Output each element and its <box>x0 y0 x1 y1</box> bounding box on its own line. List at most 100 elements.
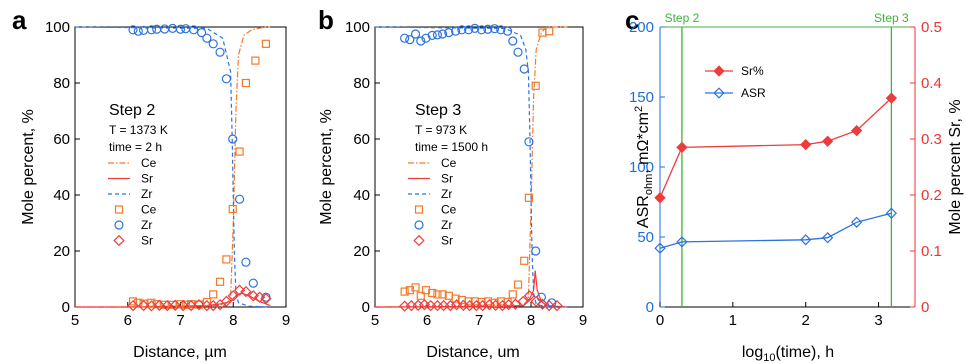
data-point-zr <box>483 24 493 34</box>
panel-c-plot-area: 0 1 2 3 0 50 100 150 200 0 0.1 0.2 0.3 0.4 0.5 Step 2 St… <box>629 11 942 329</box>
panel-c-right-axis-title: Mole percent Sr, % <box>947 99 964 234</box>
legend-label: Zr <box>441 187 452 201</box>
data-point-zr <box>503 26 513 36</box>
panel-a-letter: a <box>12 5 27 35</box>
panel-c-x-axis-title: log10(time), h <box>742 344 834 364</box>
data-point-ce <box>428 288 437 298</box>
right-tick-label: 0.3 <box>921 131 942 148</box>
panel-a-x-axis-title: Distance, µm <box>133 344 227 361</box>
data-point-ce <box>531 81 540 90</box>
panel-a-step-title: Step 2 <box>109 102 155 119</box>
panel-a-temperature: T = 1373 K <box>109 123 168 137</box>
data-point-zr <box>477 25 487 35</box>
data-point-sr <box>543 299 555 312</box>
data-point-sr <box>260 292 272 305</box>
legend-marker <box>713 87 725 99</box>
data-point-sr <box>240 285 252 298</box>
x-tick-label: 8 <box>527 312 535 329</box>
data-point-sr <box>193 299 205 311</box>
data-point-ce <box>411 283 420 292</box>
data-point-sr <box>463 299 476 312</box>
data-point-sr <box>496 299 509 312</box>
x-tick-label: 6 <box>124 312 132 329</box>
panel-c-x-axis-title-sub: 10 <box>763 352 775 364</box>
x-tick-label: 9 <box>579 312 587 329</box>
y-tick-label: 0 <box>62 299 70 316</box>
data-point-zr <box>416 36 426 46</box>
data-point-ce <box>508 290 517 299</box>
data-point-zr <box>519 64 529 74</box>
legend-marker-sr <box>113 234 125 247</box>
data-point-sr-pct <box>821 135 834 147</box>
data-point-sr <box>253 291 266 303</box>
x-tick-label: 1 <box>729 312 737 329</box>
data-point-ce <box>421 286 431 295</box>
right-tick-label: 0 <box>921 299 929 316</box>
right-tick-label: 0.2 <box>921 187 942 204</box>
panel-b-x-axis-title: Distance, um <box>426 344 519 361</box>
legend-marker-sr <box>413 234 425 247</box>
step-marker-label: Step 2 <box>665 11 700 25</box>
data-point-zr <box>432 30 442 40</box>
data-point-zr <box>444 27 454 38</box>
legend-label: Ce <box>441 156 457 170</box>
data-point-zr <box>133 26 143 36</box>
data-point-sr <box>509 298 522 310</box>
y-tick-label: 40 <box>53 187 70 204</box>
data-point-zr <box>400 33 410 43</box>
x-tick-label: 8 <box>229 312 237 329</box>
x-tick-label: 2 <box>802 312 810 329</box>
x-tick-label: 5 <box>71 312 79 329</box>
data-point-sr <box>145 300 158 312</box>
data-point-ce <box>261 39 271 48</box>
data-point-zr <box>421 33 431 43</box>
data-point-sr-pct <box>676 141 688 154</box>
series-line-sr <box>75 292 271 308</box>
data-point-zr <box>508 36 518 46</box>
data-point-ce <box>433 290 442 299</box>
panel-c-x-axis-title-main: log <box>742 344 763 361</box>
data-point-zr <box>138 25 149 35</box>
data-point-sr <box>530 295 542 308</box>
data-point-ce <box>215 277 225 286</box>
legend-marker-zr <box>414 220 424 230</box>
panel-a-plot-area: 5 6 7 8 9 0 20 40 60 80 100 <box>45 19 290 329</box>
legend-label: Zr <box>141 218 152 232</box>
y-tick-label: 100 <box>45 19 70 36</box>
y-tick-label: 40 <box>353 187 370 204</box>
data-point-zr <box>208 39 218 49</box>
data-point-sr <box>227 290 239 302</box>
panel-a-y-axis-title: Mole percent, % <box>20 109 37 225</box>
data-point-sr <box>536 298 549 310</box>
data-point-zr <box>248 278 258 288</box>
data-point-ce <box>520 256 529 265</box>
data-point-asr <box>676 236 688 248</box>
data-point-ce <box>128 297 138 306</box>
data-point-sr-pct <box>654 192 666 204</box>
data-point-asr <box>800 234 812 246</box>
series-line-sr-pct <box>659 97 892 199</box>
y-tick-label: 0 <box>362 299 370 316</box>
data-point-zr <box>215 47 225 57</box>
data-point-sr <box>169 299 181 311</box>
step-marker-label: Step 3 <box>874 11 909 25</box>
data-point-ce <box>513 280 523 289</box>
data-point-zr <box>405 34 415 45</box>
data-point-zr <box>427 30 437 41</box>
left-tick-label: 50 <box>637 229 654 246</box>
y-tick-label: 100 <box>345 19 370 36</box>
data-point-asr <box>654 242 666 254</box>
panel-b-step-title: Step 3 <box>415 102 461 119</box>
y-tick-label: 80 <box>353 75 370 92</box>
panel-c-left-axis-title-sub: ohm <box>643 174 655 195</box>
panel-c-x-axis-title-rest: (time), h <box>775 344 834 361</box>
data-point-ce <box>147 298 156 307</box>
data-point-zr <box>524 137 534 147</box>
data-point-asr <box>850 216 863 228</box>
panel-c-left-axis-title-sup: 2 <box>633 106 645 112</box>
data-point-zr <box>496 25 506 35</box>
data-point-ce <box>209 290 218 299</box>
panel-b-letter: b <box>318 5 334 35</box>
data-point-zr <box>202 33 212 43</box>
